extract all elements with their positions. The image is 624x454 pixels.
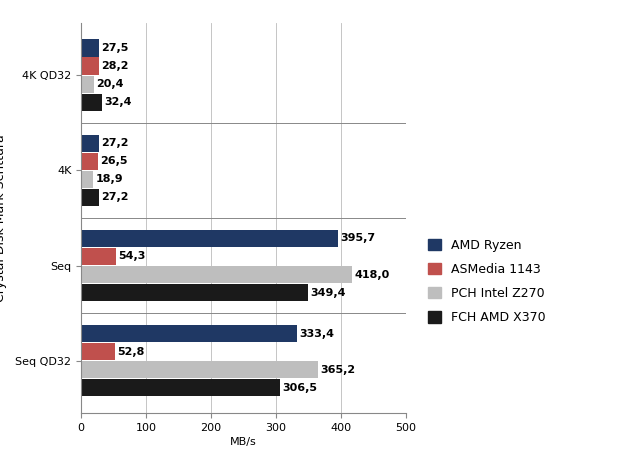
- Text: 333,4: 333,4: [300, 329, 334, 339]
- Bar: [81, 325, 298, 342]
- Bar: [81, 248, 116, 265]
- Bar: [81, 75, 94, 93]
- Text: 32,4: 32,4: [104, 97, 132, 107]
- Bar: [81, 266, 353, 283]
- X-axis label: MB/s: MB/s: [230, 437, 256, 447]
- Bar: [81, 171, 94, 188]
- Bar: [81, 189, 99, 206]
- Bar: [81, 134, 99, 152]
- Y-axis label: Crystal Disk Mark Scrittura: Crystal Disk Mark Scrittura: [0, 134, 7, 302]
- Text: 54,3: 54,3: [119, 252, 145, 262]
- Text: 365,2: 365,2: [320, 365, 355, 375]
- Bar: [81, 230, 338, 247]
- Text: 418,0: 418,0: [354, 270, 389, 280]
- Text: 20,4: 20,4: [96, 79, 124, 89]
- Bar: [81, 379, 280, 396]
- Text: 349,4: 349,4: [310, 288, 345, 298]
- Bar: [81, 284, 308, 301]
- Text: 28,2: 28,2: [101, 61, 129, 71]
- Bar: [81, 94, 102, 111]
- Legend: AMD Ryzen, ASMedia 1143, PCH Intel Z270, FCH AMD X370: AMD Ryzen, ASMedia 1143, PCH Intel Z270,…: [424, 235, 549, 328]
- Bar: [81, 361, 318, 378]
- Bar: [81, 153, 99, 170]
- Bar: [81, 39, 99, 57]
- Text: 27,2: 27,2: [100, 138, 128, 148]
- Text: 27,5: 27,5: [101, 43, 129, 53]
- Text: 395,7: 395,7: [340, 233, 375, 243]
- Text: 306,5: 306,5: [282, 383, 317, 393]
- Bar: [81, 58, 99, 74]
- Text: 27,2: 27,2: [100, 192, 128, 202]
- Text: 18,9: 18,9: [95, 174, 123, 184]
- Text: 52,8: 52,8: [117, 347, 145, 357]
- Bar: [81, 343, 115, 360]
- Text: 26,5: 26,5: [100, 156, 128, 166]
